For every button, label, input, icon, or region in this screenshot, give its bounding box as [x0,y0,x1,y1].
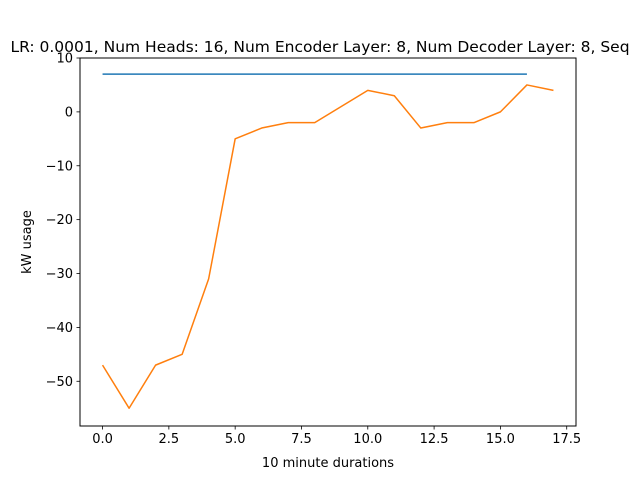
chart-title: LR: 0.0001, Num Heads: 16, Num Encoder L… [10,38,629,56]
x-axis-ticks: 0.0 2.5 5.0 7.5 10.0 12.5 15.0 17.5 [92,426,581,447]
y-tick-label: 10 [56,52,73,67]
series-line-2 [101,84,554,409]
x-tick-label: 17.5 [552,432,581,447]
y-tick-label: −30 [46,267,73,282]
y-axis-label: kW usage [20,210,35,274]
x-tick-label: 15.0 [486,432,515,447]
x-tick-label: 12.5 [420,432,449,447]
x-axis-label: 10 minute durations [262,456,394,471]
x-tick-label: 7.5 [291,432,312,447]
y-tick-label: −10 [46,159,73,174]
plot-frame [79,57,577,427]
y-tick-label: −50 [46,375,73,390]
y-tick-label: −40 [46,321,73,336]
y-axis-ticks: 10 0 −10 −20 −30 −40 −50 [46,52,80,390]
x-tick-label: 2.5 [159,432,180,447]
x-tick-label: 10.0 [353,432,382,447]
x-tick-label: 5.0 [225,432,246,447]
y-tick-label: 0 [65,105,73,120]
x-tick-label: 0.0 [92,432,113,447]
plot-lines [101,73,554,409]
y-tick-label: −20 [46,213,73,228]
